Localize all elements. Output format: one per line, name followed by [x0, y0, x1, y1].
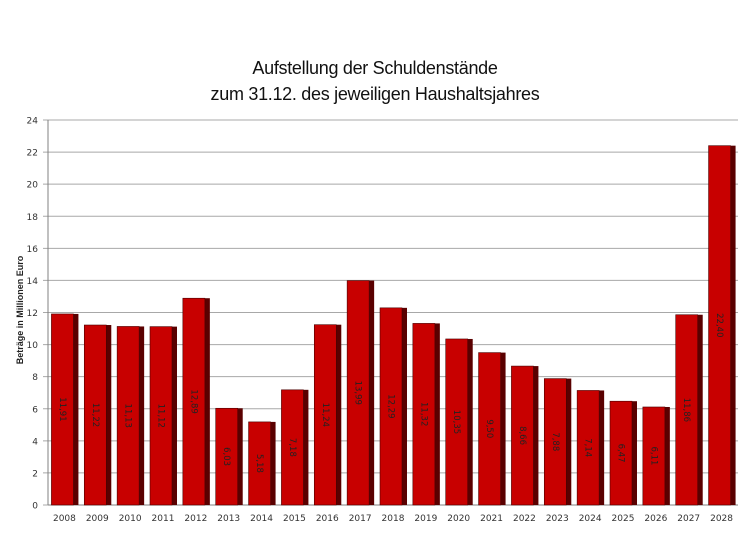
bar-value-label: 11,12	[156, 404, 166, 428]
chart-title-line-1: Aufstellung der Schuldenstände	[252, 58, 498, 78]
bar-2011: 11,12	[149, 326, 177, 506]
y-tick-label: 6	[32, 405, 38, 415]
x-tick-label: 2009	[86, 514, 109, 524]
x-tick-label: 2018	[382, 514, 405, 524]
bar-2015: 7,18	[281, 389, 309, 506]
bar-value-label: 6,47	[616, 444, 626, 463]
y-tick-label: 24	[27, 117, 39, 127]
bar-value-label: 12,89	[188, 389, 198, 413]
y-tick-label: 4	[32, 437, 38, 447]
x-tick-label: 2016	[316, 514, 339, 524]
y-tick-label: 2	[32, 469, 38, 479]
bar-value-label: 11,86	[681, 398, 691, 422]
chart-title-line-2: zum 31.12. des jeweiligen Haushaltsjahre…	[210, 84, 540, 104]
y-tick-label: 12	[27, 309, 38, 319]
bar-2018: 12,29	[379, 307, 407, 506]
x-tick-label: 2011	[152, 514, 175, 524]
y-tick-label: 10	[27, 341, 39, 351]
bar-2017: 13,99	[346, 280, 375, 506]
x-tick-label: 2028	[710, 514, 733, 524]
x-tick-label: 2010	[119, 514, 142, 524]
x-tick-label: 2013	[217, 514, 240, 524]
y-tick-label: 14	[27, 277, 39, 287]
y-tick-label: 22	[27, 149, 38, 159]
x-tick-label: 2022	[513, 514, 536, 524]
bar-2019: 11,32	[412, 323, 440, 506]
bar-2013: 6,03	[215, 407, 243, 506]
bar-value-label: 22,40	[714, 313, 724, 337]
x-tick-label: 2014	[250, 514, 273, 524]
bar-value-label: 11,24	[320, 403, 330, 427]
bar-value-label: 7,14	[583, 438, 593, 457]
y-tick-label: 8	[32, 373, 38, 383]
bar-2022: 8,66	[511, 365, 539, 506]
bar-2009: 11,22	[83, 324, 112, 506]
x-tick-label: 2021	[480, 514, 503, 524]
y-tick-label: 0	[32, 502, 38, 512]
bar-2025: 6,47	[609, 400, 637, 506]
bar-value-label: 5,18	[254, 454, 264, 473]
bar-value-label: 7,18	[287, 438, 297, 457]
x-tick-label: 2017	[349, 514, 372, 524]
bar-value-label: 9,50	[484, 419, 494, 438]
bar-value-label: 13,99	[353, 381, 363, 405]
bar-2010: 11,13	[116, 326, 145, 506]
bar-value-label: 11,32	[418, 402, 428, 426]
chart-title: Aufstellung der Schuldenstände zum 31.12…	[0, 55, 750, 107]
bar-2020: 10,35	[445, 338, 473, 506]
bar-2014: 5,18	[248, 421, 276, 506]
bar-2027: 11,86	[675, 314, 703, 506]
bar-value-label: 6,11	[648, 447, 658, 466]
x-tick-label: 2008	[53, 514, 76, 524]
bar-value-label: 8,66	[517, 426, 527, 445]
y-tick-label: 16	[27, 245, 39, 255]
x-tick-label: 2020	[447, 514, 470, 524]
x-tick-label: 2027	[677, 514, 700, 524]
y-tick-label: 20	[27, 181, 39, 191]
bar-value-label: 10,35	[451, 410, 461, 434]
x-tick-label: 2012	[184, 514, 207, 524]
x-tick-label: 2026	[644, 514, 667, 524]
bar-2024: 7,14	[576, 390, 605, 506]
bar-2021: 9,50	[478, 352, 506, 506]
bar-2023: 7,88	[543, 378, 572, 506]
y-tick-label: 18	[27, 213, 39, 223]
bar-2026: 6,11	[642, 406, 670, 506]
bar-value-label: 12,29	[386, 394, 396, 418]
bar-value-label: 11,13	[123, 404, 133, 428]
x-tick-label: 2024	[579, 514, 602, 524]
bar-2028: 22,40	[708, 145, 736, 506]
bar-2016: 11,24	[313, 324, 342, 506]
bar-value-label: 7,88	[550, 432, 560, 451]
bar-value-label: 6,03	[221, 447, 231, 466]
x-tick-label: 2023	[546, 514, 569, 524]
bar-2008: 11,91	[51, 313, 79, 506]
bar-2012: 12,89	[182, 297, 210, 506]
x-tick-label: 2015	[283, 514, 306, 524]
bar-value-label: 11,22	[90, 403, 100, 427]
bar-value-label: 11,91	[57, 397, 67, 421]
x-tick-label: 2019	[414, 514, 437, 524]
x-tick-label: 2025	[612, 514, 635, 524]
